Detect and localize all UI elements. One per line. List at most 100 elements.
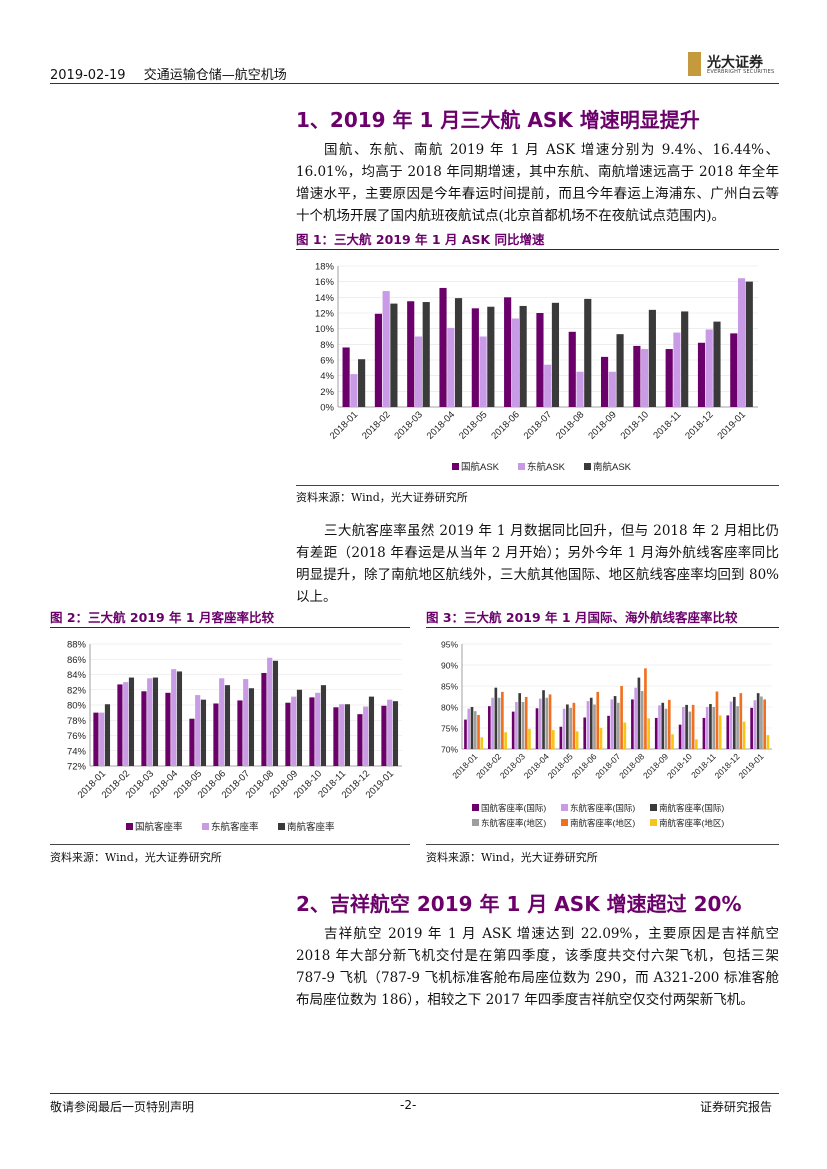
bar-南航客座率(国际)-2018-04 xyxy=(542,690,545,749)
bar-东航客座率-2018-03 xyxy=(147,678,153,766)
y-tick-label: 12% xyxy=(315,309,335,320)
bar-南航客座率(地区)-2018-11 xyxy=(715,691,719,749)
section1-para2: 三大航客座率虽然 2019 年 1 月数据同比回升，但与 2018 年 2 月相… xyxy=(296,523,779,605)
legend-swatch xyxy=(584,463,591,470)
x-tick-label: 2018-06 xyxy=(569,751,598,780)
x-tick-label: 2018-01 xyxy=(328,409,360,441)
bar-南航客座率(地区)-2018-05 xyxy=(572,702,576,749)
bar-南航客座率-2018-06 xyxy=(224,685,231,766)
section1-para1: 国航、东航、南航 2019 年 1 月 ASK 增速分别为 9.4%、16.44… xyxy=(296,142,779,224)
bar-东航客座率(国际)-2018-05 xyxy=(562,708,566,749)
legend-swatch xyxy=(561,819,568,826)
legend-swatch xyxy=(650,804,657,811)
logo-en-text: EVERBRIGHT SECURITIES xyxy=(707,69,775,75)
bar-国航客座率(国际)-2018-08 xyxy=(631,699,634,749)
footer-disclaimer: 敬请参阅最后一页特别声明 xyxy=(50,1100,195,1114)
bar-东航客座率(地区)-2018-05 xyxy=(569,707,572,749)
bar-国航客座率-2018-06 xyxy=(213,703,219,766)
bar-国航客座率-2018-08 xyxy=(261,672,267,766)
bar-南航客座率(国际)-2018-11 xyxy=(709,704,712,749)
bar-南航ASK-2018-07 xyxy=(551,302,560,407)
bar-国航客座率-2018-07 xyxy=(237,700,243,766)
report-date: 2019-02-19 xyxy=(50,68,126,83)
legend-swatch xyxy=(472,804,479,811)
y-tick-label: 2% xyxy=(320,387,334,398)
bar-国航客座率-2018-12 xyxy=(357,714,363,766)
bar-东航ASK-2018-05 xyxy=(479,336,487,407)
bar-东航客座率(国际)-2018-01 xyxy=(467,708,471,749)
bar-国航客座率-2018-09 xyxy=(285,702,291,766)
y-tick-label: 85% xyxy=(441,682,458,692)
bar-南航客座率(地区)-2019-01 xyxy=(766,735,770,749)
bar-国航客座率-2018-04 xyxy=(165,692,171,766)
bar-南航客座率-2018-03 xyxy=(152,677,159,766)
y-tick-label: 72% xyxy=(67,762,87,773)
bar-南航客座率(地区)-2018-02 xyxy=(501,691,504,749)
legend-swatch xyxy=(518,463,525,470)
bar-东航ASK-2018-07 xyxy=(544,364,552,407)
bar-南航客座率-2018-05 xyxy=(200,699,207,766)
bar-国航ASK-2018-11 xyxy=(665,349,673,407)
bar-南航客座率(地区)-2018-10 xyxy=(691,704,695,749)
legend-swatch xyxy=(561,804,568,811)
company-logo: 光大证券 EVERBRIGHT SECURITIES xyxy=(688,52,778,78)
fig1-top-rule xyxy=(296,249,779,250)
bar-南航ASK-2018-05 xyxy=(487,306,495,407)
y-tick-label: 18% xyxy=(315,262,335,273)
fig3-top-rule xyxy=(426,627,779,628)
bar-国航ASK-2018-08 xyxy=(568,331,576,407)
bar-南航ASK-2018-03 xyxy=(422,302,430,407)
fig3-bottom-rule xyxy=(426,844,779,845)
bar-东航ASK-2018-12 xyxy=(705,329,713,407)
y-tick-label: 84% xyxy=(67,670,87,681)
bar-南航ASK-2018-04 xyxy=(454,298,463,407)
fig1-title: 图 1：三大航 2019 年 1 月 ASK 同比增速 xyxy=(296,232,545,247)
bar-国航ASK-2018-09 xyxy=(600,356,609,407)
bar-南航客座率-2018-10 xyxy=(320,685,327,766)
bar-国航客座率-2018-10 xyxy=(309,697,315,766)
legend-swatch xyxy=(126,823,133,830)
bar-南航客座率(地区)-2018-09 xyxy=(667,699,671,749)
legend-label: 南航客座率(国际) xyxy=(659,803,724,813)
section2-title: 2、吉祥航空 2019 年 1 月 ASK 增速超过 20% xyxy=(296,892,742,916)
bar-南航客座率(地区)-2019-01 xyxy=(763,699,766,749)
bar-国航客座率-2018-05 xyxy=(189,718,195,766)
bar-东航客座率-2018-12 xyxy=(363,706,369,766)
footer-divider xyxy=(50,1093,779,1094)
bar-东航客座率(地区)-2018-08 xyxy=(640,691,644,749)
y-tick-label: 6% xyxy=(320,356,334,367)
bar-东航客座率(国际)-2018-10 xyxy=(682,707,685,749)
bar-东航客座率-2018-06 xyxy=(219,678,225,766)
y-tick-label: 82% xyxy=(67,685,87,696)
bar-南航ASK-2018-06 xyxy=(519,305,527,407)
fig2-chart: 72%74%76%78%80%82%84%86%88%2018-012018-0… xyxy=(67,640,402,833)
report-sector: 交通运输仓储—航空机场 xyxy=(143,68,287,83)
fig1-source: 资料来源：Wind，光大证券研究所 xyxy=(296,491,468,504)
x-tick-label: 2018-01 xyxy=(450,751,479,780)
bar-南航客座率(地区)-2018-12 xyxy=(742,721,746,749)
bar-国航客座率(国际)-2019-01 xyxy=(750,707,753,749)
y-tick-label: 10% xyxy=(315,324,335,335)
bar-东航客座率-2018-01 xyxy=(99,712,105,766)
y-tick-label: 0% xyxy=(320,403,334,414)
bar-南航客座率(地区)-2018-04 xyxy=(551,730,555,749)
bar-东航客座率(地区)-2018-07 xyxy=(617,702,620,749)
bar-国航客座率-2018-01 xyxy=(93,712,99,766)
bar-南航客座率(地区)-2018-04 xyxy=(548,694,552,749)
y-tick-label: 74% xyxy=(67,746,87,757)
legend-label: 国航ASK xyxy=(461,461,500,473)
bar-国航ASK-2018-04 xyxy=(439,287,447,407)
x-tick-label: 2018-02 xyxy=(474,751,503,780)
bar-南航客座率(地区)-2018-08 xyxy=(644,668,647,749)
bar-东航ASK-2018-01 xyxy=(350,374,358,407)
bar-南航客座率(国际)-2019-01 xyxy=(756,693,760,749)
bar-南航客座率-2018-11 xyxy=(344,704,351,766)
bar-东航客座率-2018-05 xyxy=(195,695,201,766)
y-tick-label: 86% xyxy=(67,655,87,666)
bar-东航ASK-2018-04 xyxy=(447,327,455,407)
y-tick-label: 88% xyxy=(67,640,87,651)
legend-label: 南航客座率 xyxy=(287,821,335,833)
bar-南航客座率-2018-07 xyxy=(248,688,255,766)
bar-东航客座率-2018-11 xyxy=(339,704,345,766)
x-tick-label: 2018-04 xyxy=(522,751,551,780)
